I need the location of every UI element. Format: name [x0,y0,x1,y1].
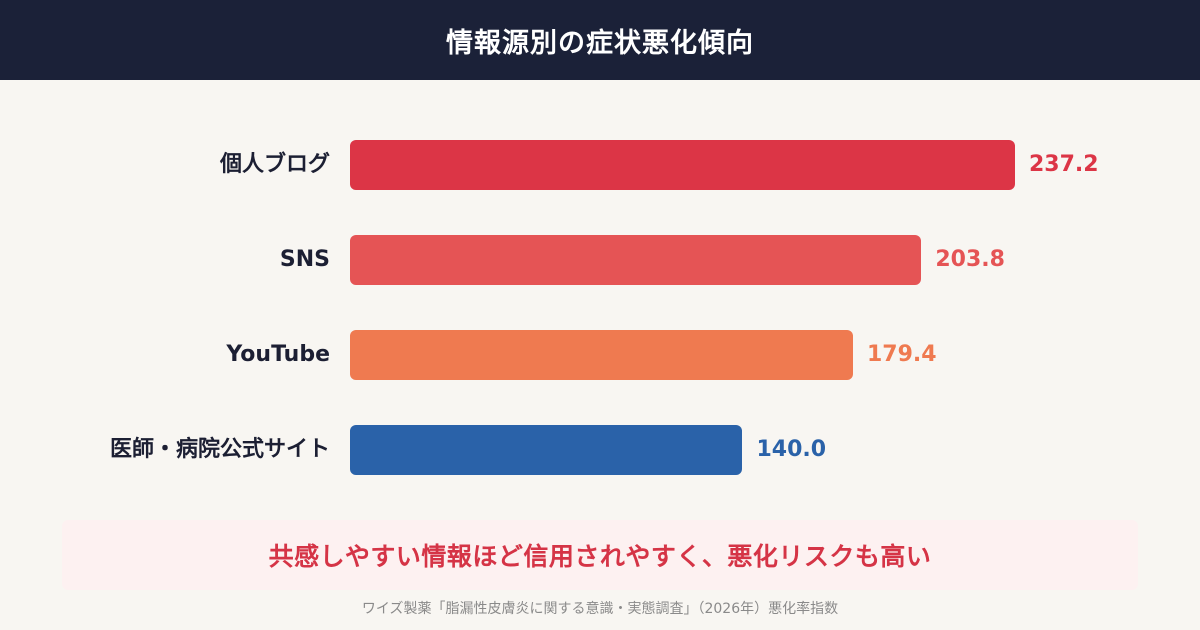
bar-value-label: 237.2 [1029,152,1099,177]
bar [350,235,922,285]
callout-text: 共感しやすい情報ほど信用されやすく、悪化リスクも高い [268,542,932,571]
bar-label: YouTube [226,342,330,367]
bar-chart: 個人ブログ 237.2 SNS 203.8 YouTube 179.4 医師・病院公式サイト… [0,80,1200,510]
bar-label: 医師・病院公式サイト [109,437,330,462]
header: 情報源別の症状悪化傾向 [0,0,1200,80]
callout-box: 共感しやすい情報ほど信用されやすく、悪化リスクも高い [62,520,1138,590]
source-note: ワイズ製薬「脂漏性皮膚炎に関する意識・実態調査」（2026年）悪化率指数 [361,601,839,617]
bar-value-label: 203.8 [935,247,1005,272]
bar [350,330,853,380]
bar-value-label: 179.4 [866,342,937,367]
bar-label: SNS [279,247,330,272]
page-title: 情報源別の症状悪化傾向 [446,27,754,59]
bar-label: 個人ブログ [219,152,330,177]
bar-value-label: 140.0 [756,437,827,462]
bar [350,140,1015,190]
bar [350,425,743,475]
